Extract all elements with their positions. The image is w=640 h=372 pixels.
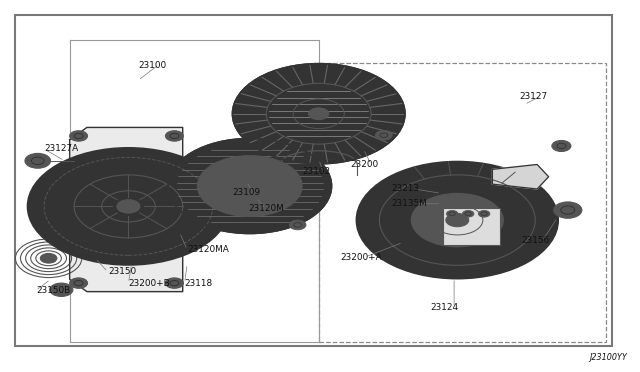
Circle shape — [50, 283, 73, 296]
Circle shape — [28, 148, 229, 265]
Circle shape — [168, 138, 332, 234]
Circle shape — [232, 64, 405, 164]
Text: 23109: 23109 — [232, 188, 260, 197]
Circle shape — [70, 131, 88, 141]
Text: 23200+A: 23200+A — [340, 253, 382, 262]
Circle shape — [447, 211, 458, 217]
Polygon shape — [492, 164, 548, 189]
Circle shape — [554, 202, 582, 218]
Text: 23150B: 23150B — [36, 286, 70, 295]
Circle shape — [25, 153, 51, 168]
Bar — [319, 63, 606, 342]
Text: 23120M: 23120M — [248, 205, 284, 214]
Text: 23213: 23213 — [392, 185, 420, 193]
Circle shape — [289, 220, 306, 230]
Circle shape — [166, 278, 183, 288]
Circle shape — [197, 155, 302, 217]
Text: 23127: 23127 — [519, 92, 547, 101]
Text: 23135M: 23135M — [392, 199, 428, 208]
Circle shape — [356, 161, 558, 279]
Text: 23124: 23124 — [430, 303, 458, 312]
Circle shape — [166, 131, 183, 141]
Text: 23127A: 23127A — [44, 144, 78, 153]
Circle shape — [242, 182, 257, 190]
Text: J23100YY: J23100YY — [589, 353, 627, 362]
Text: 23156: 23156 — [521, 236, 549, 246]
Circle shape — [463, 211, 474, 217]
Circle shape — [412, 193, 503, 247]
Circle shape — [308, 108, 329, 120]
Bar — [443, 208, 500, 245]
Circle shape — [552, 140, 571, 151]
Text: 23200: 23200 — [351, 160, 379, 169]
Circle shape — [478, 211, 490, 217]
Text: 23120MA: 23120MA — [187, 245, 229, 254]
Circle shape — [40, 253, 57, 263]
Bar — [15, 15, 612, 346]
Text: 23102: 23102 — [302, 167, 330, 176]
Circle shape — [70, 278, 88, 288]
Polygon shape — [70, 128, 182, 292]
Text: 23118: 23118 — [184, 279, 213, 288]
Circle shape — [117, 200, 140, 213]
Text: 23200+B: 23200+B — [129, 279, 170, 288]
Text: 23100: 23100 — [138, 61, 166, 70]
Text: 23150: 23150 — [108, 267, 136, 276]
Circle shape — [376, 131, 392, 140]
Circle shape — [446, 214, 468, 227]
